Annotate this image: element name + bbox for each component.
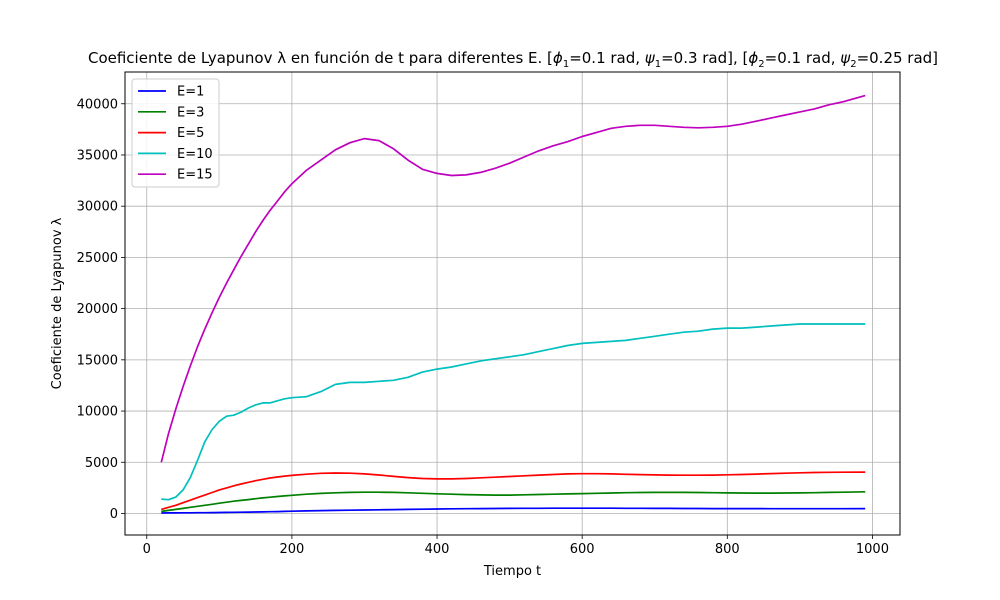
series-lines <box>160 94 866 514</box>
y-tick-label: 40000 <box>77 97 118 112</box>
y-tick-label: 15000 <box>77 353 118 368</box>
legend-label: E=10 <box>177 147 213 162</box>
y-tick-label: 10000 <box>77 405 118 420</box>
x-tick-label: 400 <box>425 542 450 557</box>
series-line-e-15 <box>160 94 866 463</box>
legend-label: E=1 <box>177 85 204 100</box>
chart-title: Coeficiente de Lyapunov λ en función de … <box>88 49 938 70</box>
x-tick-label: 200 <box>279 542 304 557</box>
series-line-e-1 <box>161 507 866 514</box>
legend-label: E=5 <box>177 126 204 141</box>
y-tick-label: 30000 <box>77 200 118 215</box>
grid <box>125 72 900 535</box>
y-tick-label: 20000 <box>77 302 118 317</box>
y-tick-label: 35000 <box>77 148 118 163</box>
plot-frame <box>124 71 901 536</box>
y-axis-label: Coeficiente de Lyapunov λ <box>50 217 65 389</box>
y-tick-label: 25000 <box>77 251 118 266</box>
x-tick-label: 0 <box>143 542 151 557</box>
x-axis-label: Tiempo t <box>483 564 541 579</box>
series-line-e-3 <box>161 490 866 513</box>
legend-box <box>131 78 220 188</box>
legend-label: E=15 <box>177 168 213 183</box>
y-tick-label: 5000 <box>85 456 118 471</box>
y-tick-label: 0 <box>110 507 118 522</box>
series-line-e-10 <box>161 323 866 501</box>
legend-label: E=3 <box>177 105 204 120</box>
legend: E=1 E=3 E=5 E=10 E=15 <box>131 78 220 188</box>
series-line-e-5 <box>161 471 866 511</box>
axis-ticks: 0 200 400 600 800 100005000100001500020000250… <box>77 97 889 557</box>
x-tick-label: 600 <box>570 542 595 557</box>
x-tick-label: 800 <box>715 542 740 557</box>
x-tick-label: 1000 <box>856 542 889 557</box>
